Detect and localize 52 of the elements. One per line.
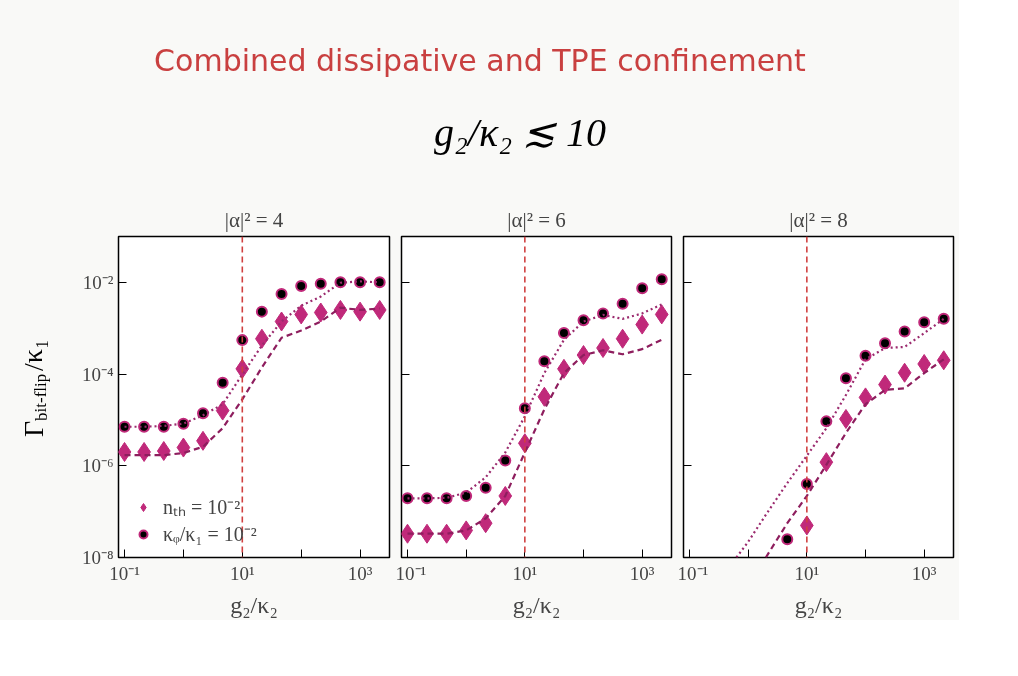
point <box>118 420 131 433</box>
point <box>156 441 171 462</box>
x-axis-title: g₂/κ₂ <box>230 591 278 618</box>
x-axis-title: g₂/κ₂ <box>512 591 561 618</box>
point <box>236 334 249 347</box>
text: Combined dissipative and TPE confinement <box>154 43 807 78</box>
point <box>479 481 492 494</box>
point <box>314 277 327 290</box>
point <box>616 297 629 310</box>
point <box>373 276 386 289</box>
legend-label: nₜₕ = 10⁻² <box>163 495 241 520</box>
point <box>196 407 209 420</box>
point <box>275 287 288 300</box>
point <box>478 513 493 534</box>
x-tick-label: 10⁻¹ <box>395 562 427 584</box>
point <box>401 492 414 505</box>
point <box>538 355 551 368</box>
point <box>176 437 191 458</box>
point <box>655 273 668 286</box>
text: g₂/κ₂ ≲ 10 <box>433 110 607 155</box>
point <box>216 376 229 389</box>
x-tick-label: 10⁻¹ <box>677 562 709 584</box>
point <box>294 304 309 325</box>
chart-title: |α|² = 6 <box>507 207 566 232</box>
point <box>255 305 268 318</box>
y-axis-title: Γbit-flip/κ₁ <box>17 339 51 437</box>
point <box>313 302 328 323</box>
point <box>654 304 669 325</box>
x-tick-label: 10³ <box>629 562 655 584</box>
point <box>295 280 308 293</box>
point <box>636 282 649 295</box>
y-tick-label: 10⁻⁴ <box>81 363 114 385</box>
point <box>635 314 650 335</box>
x-axis-title: g₂/κ₂ <box>794 591 843 618</box>
chart-title: |α|² = 4 <box>224 207 284 232</box>
x-tick-label: 10³ <box>911 562 937 584</box>
point <box>274 311 289 332</box>
point <box>499 454 512 467</box>
y-tick-label: 10⁻² <box>82 271 114 293</box>
point <box>215 400 230 421</box>
point <box>537 386 552 407</box>
point <box>557 326 570 339</box>
x-tick-label: 10¹ <box>512 562 538 584</box>
x-tick-label: 10³ <box>347 562 373 584</box>
point <box>460 489 473 502</box>
x-tick-label: 10¹ <box>229 562 255 584</box>
legend-label: κᵩ/κ₁ = 10⁻² <box>163 522 257 547</box>
point <box>372 299 387 320</box>
x-tick-label: 10¹ <box>794 562 820 584</box>
y-tick-label: 10⁻⁶ <box>81 455 114 477</box>
chart-title: |α|² = 8 <box>789 207 848 232</box>
point <box>615 328 630 349</box>
